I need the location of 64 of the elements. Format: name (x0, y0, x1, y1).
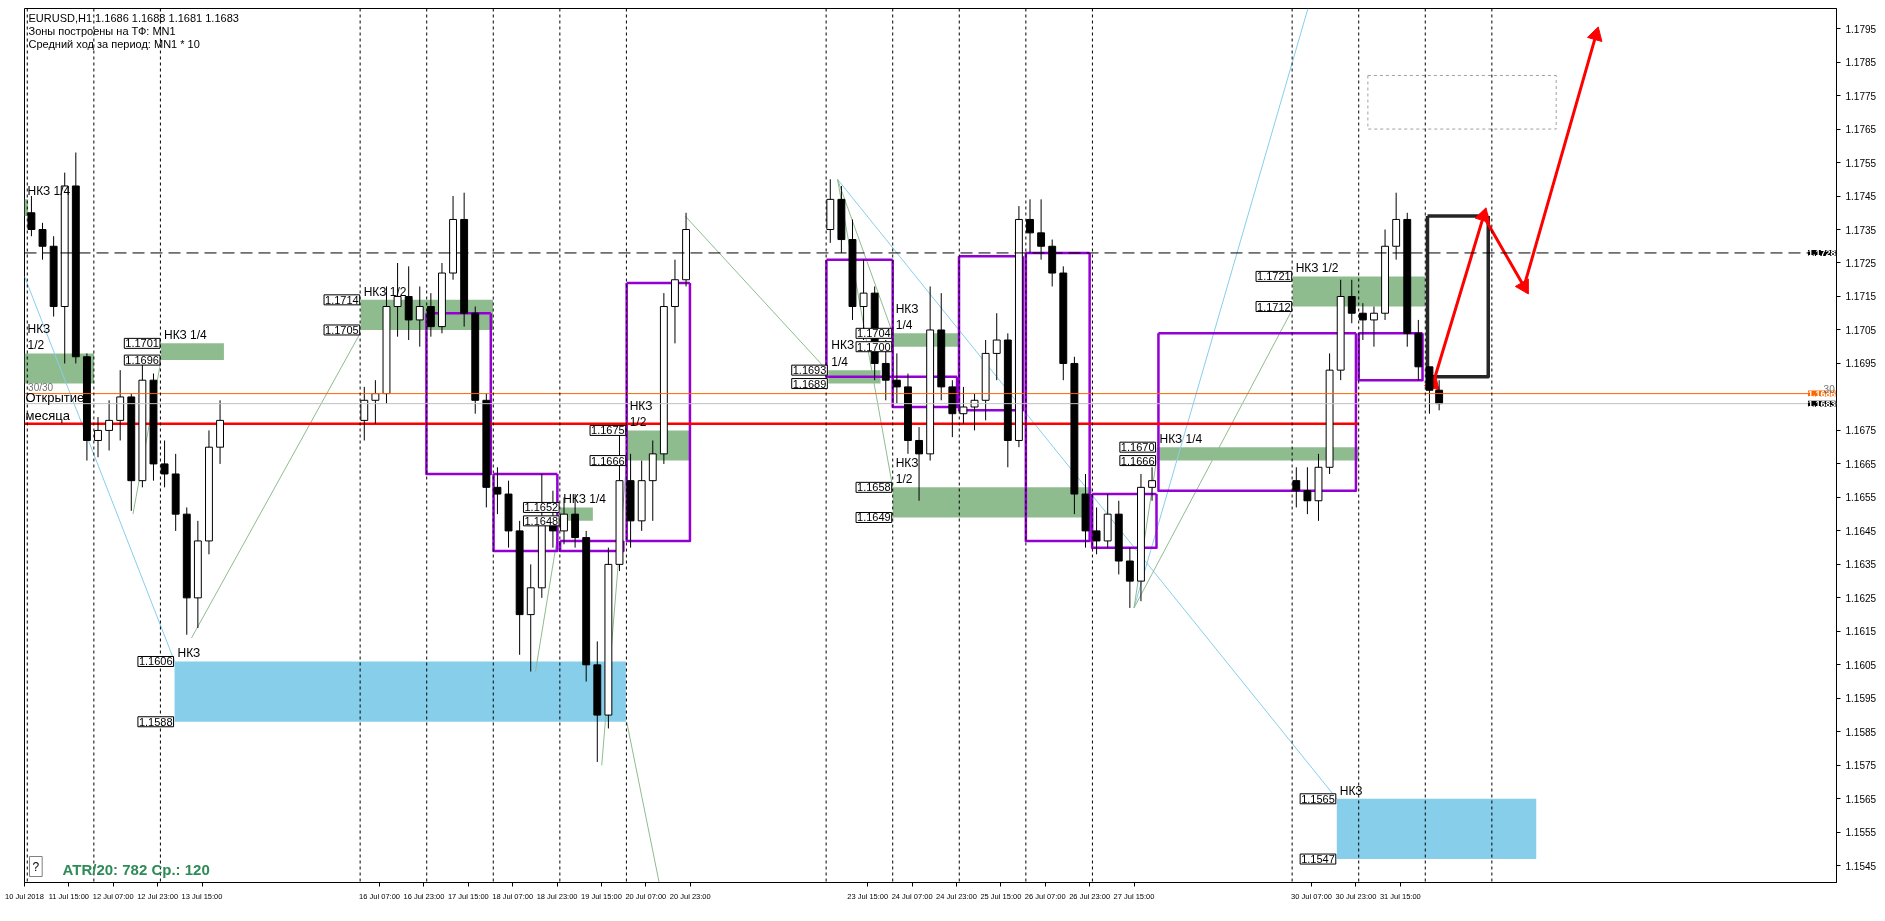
annotation: НКЗ 1/2 (1295, 261, 1339, 276)
annotation: 1.1648 (524, 514, 559, 527)
y-tick-label: 1.1745 (1845, 191, 1877, 203)
y-tick-label: 1.1775 (1845, 90, 1877, 102)
y-tick-label: 1.1665 (1845, 458, 1877, 470)
annotation: 1.1704 (857, 327, 891, 340)
y-tick-label: 1.1725 (1845, 258, 1877, 269)
y-tick-label: 1.1645 (1845, 525, 1877, 537)
y-tick-label: 1.1715 (1845, 291, 1877, 303)
annotation: 1.1666 (1120, 454, 1155, 467)
annotation: НКЗ 1/4 (831, 338, 855, 370)
y-tick-label: 1.1595 (1845, 693, 1877, 705)
annotation: НКЗ (177, 646, 201, 661)
annotation: 1.1547 (1301, 853, 1335, 866)
annotation: НКЗ 1/4 (1159, 432, 1203, 447)
annotation: 1.1705 (325, 323, 359, 336)
ref-line-label: 1.1683 (1807, 398, 1836, 409)
annotation: 1.1696 (125, 354, 159, 367)
annotation: НКЗ 1/2 (895, 455, 919, 487)
annotation: НКЗ 1/2 (27, 321, 51, 353)
annotation: 1.1658 (857, 481, 891, 494)
annotation: 1.1675 (591, 424, 625, 437)
annotation: 1.1649 (857, 511, 891, 524)
annotation: 1.1700 (857, 340, 891, 353)
annotation: 1.1714 (325, 293, 359, 306)
chart-title: EURUSD,H1 1.1686 1.1688 1.1681 1.1683 (28, 11, 239, 24)
annotation: 1.1693 (792, 364, 827, 377)
y-tick-label: 1.1575 (1845, 760, 1877, 772)
y-tick-label: 1.1635 (1845, 559, 1877, 571)
y-tick-label: 1.1675 (1845, 425, 1877, 437)
y-tick-label: 1.1735 (1845, 224, 1877, 236)
y-tick-label: 1.1565 (1845, 793, 1877, 805)
y-tick-label: 1.1765 (1845, 124, 1877, 136)
y-tick-label: 1.1555 (1845, 827, 1877, 839)
y-tick-label: 1.1785 (1845, 57, 1877, 69)
annotation: 1.1588 (138, 715, 173, 728)
annotation: 30/30 (28, 381, 54, 393)
annotation: 1.1606 (138, 655, 173, 668)
annotation: Средний ход за период: MN1 * 10 (28, 37, 200, 50)
annotation: 1.1565 (1301, 792, 1335, 805)
ref-line-label: 1.1728 (1807, 247, 1836, 258)
annotation: НКЗ 1/4 (163, 328, 208, 343)
y-tick-label: 1.1655 (1845, 492, 1877, 504)
annotation: ? (32, 859, 40, 874)
annotation: 1.1721 (1257, 270, 1291, 283)
annotation: 1.1712 (1257, 300, 1291, 313)
annotation: НКЗ (1339, 783, 1363, 798)
annotation: 1.1701 (125, 337, 159, 350)
annotation: 1.1689 (792, 377, 827, 390)
y-tick-label: 1.1605 (1845, 659, 1877, 671)
annotation: 1.1666 (591, 454, 625, 467)
y-tick-label: 1.1545 (1845, 860, 1877, 872)
annotation: ATR/20: 782 Ср.: 120 (62, 860, 210, 878)
y-tick-label: 1.1795 (1845, 23, 1877, 35)
annotation: 1.1670 (1120, 441, 1155, 454)
y-tick-label: 1.1615 (1845, 626, 1877, 638)
text: Зоны построены на ТФ: MN1 (28, 24, 176, 37)
y-tick-label: 1.1755 (1845, 157, 1877, 169)
y-tick-label: 1.1625 (1845, 592, 1877, 604)
y-tick-label: 1.1695 (1845, 358, 1877, 370)
annotation: НКЗ 1/4 (895, 301, 919, 333)
y-tick-label: 1.1705 (1845, 324, 1877, 336)
annotation: 1.1652 (524, 501, 559, 514)
y-tick-label: 1.1585 (1845, 726, 1877, 738)
